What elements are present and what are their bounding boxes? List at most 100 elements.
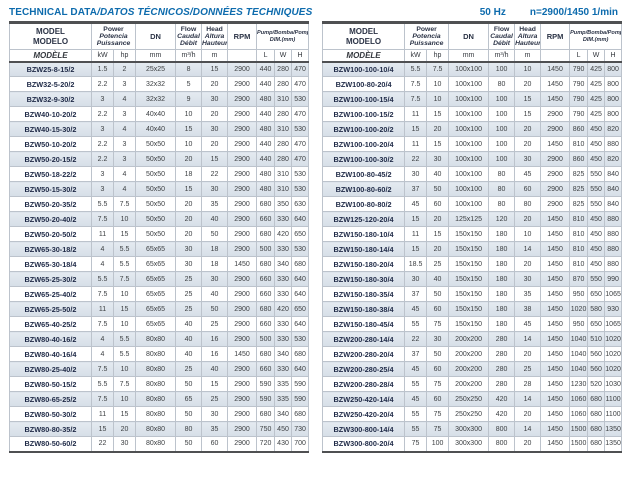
value-cell: 50x50 (135, 136, 177, 152)
value-cell: 790 (569, 91, 589, 107)
frequency-speed: n=2900/1450 1/min (529, 7, 618, 18)
value-cell: 530 (291, 331, 310, 347)
value-cell: 20 (426, 241, 450, 257)
model-cell: BZW100-80-45/2 (322, 166, 406, 182)
value-cell: 11 (404, 106, 428, 122)
value-cell: 1450 (540, 136, 571, 152)
value-cell: 2900 (227, 286, 258, 302)
value-cell: 65x65 (135, 286, 177, 302)
value-cell: 5 (175, 76, 203, 92)
table-row: BZW200-280-25/4 45 60 200x200 280 25 1450 1040 5… (322, 361, 623, 377)
value-cell: 180 (488, 226, 516, 242)
value-cell: 5.5 (112, 241, 137, 257)
value-cell: 15 (175, 181, 203, 197)
value-cell: 35 (514, 286, 542, 302)
model-cell: BZW65-40-25/2 (9, 316, 92, 332)
value-cell: 470 (291, 76, 310, 92)
value-cell: 1350 (604, 436, 623, 452)
value-cell: 80 (514, 196, 542, 212)
power-label-fr: Puissance (96, 40, 131, 48)
page-title-translations: /DATOS TÉCNICOS/DONNÉES TECHNIQUES (97, 7, 313, 18)
model-cell: BZW100-100-10/4 (322, 61, 406, 77)
value-cell: 60 (426, 361, 450, 377)
value-cell: 55 (404, 406, 428, 422)
value-cell: 180 (488, 241, 516, 257)
value-cell: 150x150 (448, 301, 490, 317)
value-cell: 330 (274, 316, 293, 332)
value-cell: 80x80 (135, 376, 177, 392)
value-cell: 470 (291, 151, 310, 167)
value-cell: 37 (404, 181, 428, 197)
value-cell: 335 (274, 376, 293, 392)
value-cell: 100 (488, 91, 516, 107)
model-cell: BZW25-8-15/2 (9, 61, 92, 77)
value-cell: 180 (488, 286, 516, 302)
value-cell: 680 (291, 346, 310, 362)
value-cell: 20 (175, 226, 203, 242)
table-row: BZW80-50-30/2 11 15 80x80 50 30 2900 680 340 680 (9, 406, 310, 422)
value-cell: 18 (175, 166, 203, 182)
value-cell: 2900 (540, 151, 571, 167)
table-row: BZW50-20-40/2 7.5 10 50x50 20 40 2900 660 330 640 (9, 211, 310, 227)
value-cell: 15 (514, 106, 542, 122)
value-cell: 100x100 (448, 106, 490, 122)
model-cell: BZW100-100-30/2 (322, 151, 406, 167)
model-cell: BZW50-20-50/2 (9, 226, 92, 242)
table-row: BZW80-50-60/2 22 30 80x80 50 60 2900 720 430 700 (9, 436, 310, 452)
value-cell: 40 (426, 166, 450, 182)
value-cell: 18 (201, 241, 229, 257)
value-cell: 810 (569, 241, 589, 257)
value-cell: 825 (569, 181, 589, 197)
value-cell: 75 (426, 406, 450, 422)
table-row: BZW150-180-20/4 18.5 25 150x150 180 20 1450 810… (322, 256, 623, 272)
column-header-model-fr: MODÈLE (322, 49, 406, 62)
value-cell: 30 (201, 121, 229, 137)
value-cell: 730 (291, 421, 310, 437)
value-cell: 450 (587, 121, 606, 137)
value-cell: 5.5 (112, 346, 137, 362)
value-cell: 20 (201, 76, 229, 92)
value-cell: 7.5 (91, 391, 114, 407)
value-cell: 2900 (227, 121, 258, 137)
value-cell: 750 (256, 421, 276, 437)
value-cell: 50 (426, 346, 450, 362)
value-cell: 50x50 (135, 196, 177, 212)
column-header-power: Power Potencia Puissance (404, 22, 450, 50)
table-row: BZW32-9-30/2 3 4 32x32 9 30 2900 480 310 530 (9, 91, 310, 107)
value-cell: 3 (112, 76, 137, 92)
power-label-fr: Puissance (409, 40, 444, 48)
value-cell: 50 (201, 301, 229, 317)
value-cell: 3 (112, 151, 137, 167)
power-label-en: Power (103, 25, 124, 33)
value-cell: 180 (488, 271, 516, 287)
value-cell: 14 (514, 241, 542, 257)
value-cell: 550 (587, 166, 606, 182)
table-row: BZW25-8-15/2 1.5 2 25x25 8 15 2900 440 280 470 (9, 61, 310, 77)
value-cell: 1450 (540, 436, 571, 452)
value-cell: 420 (274, 226, 293, 242)
model-cell: BZW50-18-22/2 (9, 166, 92, 182)
value-cell: 3 (91, 91, 114, 107)
value-cell: 950 (569, 286, 589, 302)
model-cell: BZW150-180-45/4 (322, 316, 406, 332)
value-cell: 880 (604, 226, 623, 242)
value-cell: 7.5 (404, 91, 428, 107)
value-cell: 40 (201, 361, 229, 377)
table-row: BZW50-18-22/2 3 4 50x50 18 22 2900 480 310 530 (9, 166, 310, 182)
value-cell: 2900 (227, 301, 258, 317)
value-cell: 2900 (540, 106, 571, 122)
value-cell: 1040 (569, 361, 589, 377)
value-cell: 420 (488, 391, 516, 407)
value-cell: 630 (291, 196, 310, 212)
table-row: BZW150-180-38/4 45 60 150x150 180 38 1450 1020 5… (322, 301, 623, 317)
value-cell: 45 (404, 301, 428, 317)
value-cell: 30 (201, 91, 229, 107)
value-cell: 450 (274, 421, 293, 437)
value-cell: 1450 (540, 76, 571, 92)
unit-m: m (201, 49, 229, 62)
value-cell: 480 (256, 91, 276, 107)
value-cell: 30 (404, 166, 428, 182)
value-cell: 2.2 (91, 136, 114, 152)
value-cell: 11 (404, 136, 428, 152)
value-cell: 840 (604, 196, 623, 212)
